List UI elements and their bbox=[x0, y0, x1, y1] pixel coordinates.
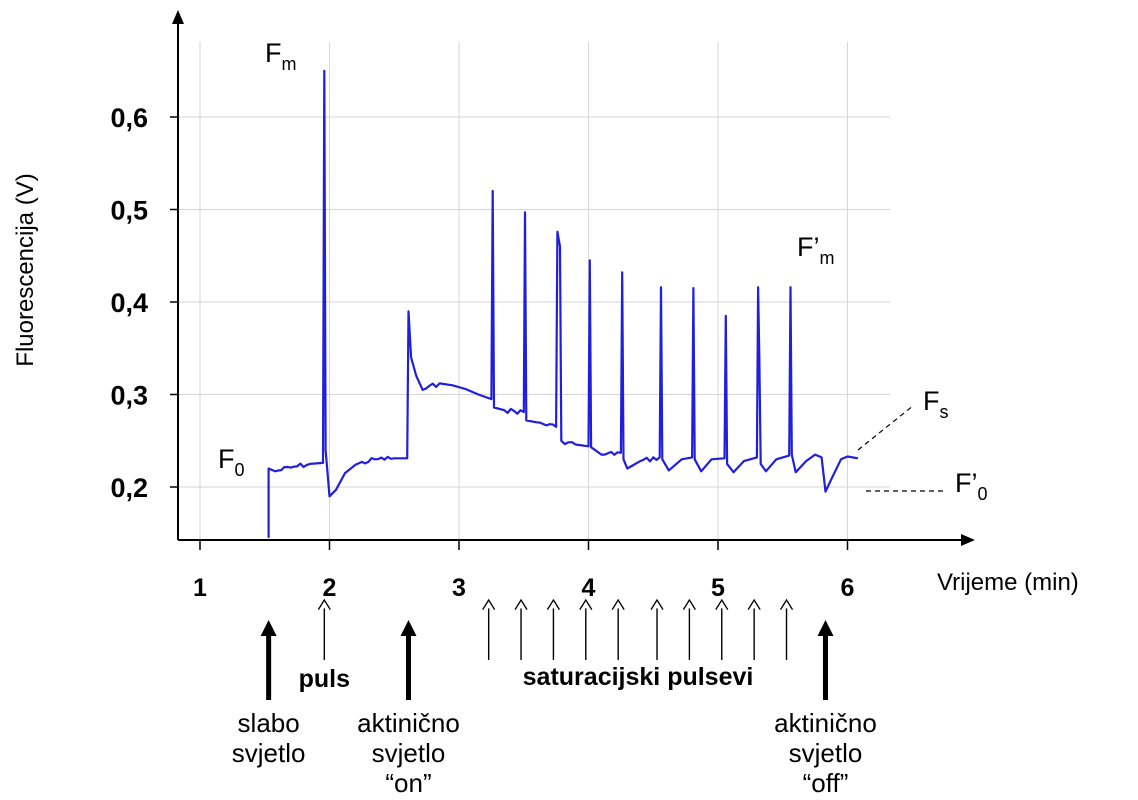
event-label-2-line-0: aktinično bbox=[357, 708, 460, 738]
annotation-f0-text: F0 bbox=[218, 444, 245, 480]
annotation-fs: Fs bbox=[857, 386, 949, 451]
event-label-3-line-1: svjetlo bbox=[789, 738, 863, 768]
annotation-fpm: F’m bbox=[797, 232, 835, 268]
x-tick-label-3: 4 bbox=[582, 574, 596, 602]
event-arrow-3-head bbox=[817, 620, 834, 636]
event-arrow-2-head bbox=[400, 620, 417, 636]
y-tick-label-0: 0,2 bbox=[110, 473, 148, 503]
x-axis-arrowhead bbox=[961, 534, 975, 546]
annotation-f0-sub: 0 bbox=[235, 460, 245, 480]
annotation-fp0-sub: 0 bbox=[978, 484, 988, 504]
annotation-fm-sub: m bbox=[282, 54, 297, 74]
fluorescence-series-line bbox=[267, 69, 859, 538]
annotation-fp0-text: F’0 bbox=[955, 468, 988, 504]
y-tick-label-4: 0,6 bbox=[110, 103, 148, 133]
axes bbox=[172, 10, 975, 546]
saturation-pulse-arrow-0-head bbox=[482, 598, 496, 610]
y-tick-label-2: 0,4 bbox=[110, 288, 148, 318]
annotation-fs-leader bbox=[857, 404, 915, 451]
annotation-f0: F0 bbox=[218, 444, 245, 480]
saturation-pulse-arrow-4-head bbox=[611, 598, 625, 610]
saturation-pulse-arrow-2-head bbox=[546, 598, 560, 610]
y-tick-label-1: 0,3 bbox=[110, 381, 148, 411]
event-label-2-line-1: svjetlo bbox=[372, 738, 446, 768]
annotation-fs-text: Fs bbox=[923, 386, 949, 422]
annotation-fs-sub: s bbox=[940, 402, 949, 422]
x-tick-label-4: 5 bbox=[711, 574, 725, 602]
saturation-pulse-arrow-3-head bbox=[579, 598, 593, 610]
annotation-fp0: F’0 bbox=[866, 468, 988, 504]
event-label-2-line-2: “on” bbox=[385, 768, 431, 798]
annotations: Fm F0 F’m Fs F’0 bbox=[218, 38, 988, 504]
event-label-1-line-0: puls bbox=[299, 665, 350, 693]
event-label-0-line-0: slabo bbox=[238, 708, 300, 738]
saturation-pulse-arrow-8-head bbox=[747, 598, 761, 610]
y-ticks: 0,2 0,3 0,4 0,5 0,6 bbox=[110, 103, 178, 503]
saturation-pulse-arrow-1-head bbox=[514, 598, 528, 610]
saturation-pulse-arrow-9-head bbox=[779, 598, 794, 610]
x-ticks: 1 2 3 4 5 6 bbox=[193, 540, 854, 602]
event-label-3-line-0: aktinično bbox=[774, 708, 877, 738]
saturation-pulse-arrow-6-head bbox=[682, 598, 696, 610]
grid bbox=[178, 42, 890, 540]
event-label-0-line-1: svjetlo bbox=[232, 738, 306, 768]
event-arrow-0-head bbox=[260, 620, 277, 636]
saturation-pulse-arrow-5-head bbox=[650, 598, 664, 610]
x-tick-label-1: 2 bbox=[323, 574, 337, 602]
annotation-fm: Fm bbox=[265, 38, 297, 74]
saturation-pulses-label: saturacijski pulsevi bbox=[523, 663, 754, 691]
x-tick-label-2: 3 bbox=[452, 574, 466, 602]
saturation-pulse-arrow-7-head bbox=[715, 598, 729, 610]
x-tick-label-0: 1 bbox=[193, 574, 207, 602]
x-tick-label-5: 6 bbox=[841, 574, 855, 602]
y-tick-label-3: 0,5 bbox=[110, 196, 148, 226]
event-arrows: slabosvjetlopulsaktiničnosvjetlo“on”akti… bbox=[232, 598, 877, 798]
x-axis-label: Vrijeme (min) bbox=[937, 569, 1079, 596]
annotation-fm-text: Fm bbox=[265, 38, 297, 74]
annotation-fpm-sub: m bbox=[820, 248, 835, 268]
y-axis-label: Fluorescencija (V) bbox=[12, 173, 39, 366]
event-arrow-1-head bbox=[317, 598, 331, 610]
event-label-3-line-2: “off” bbox=[803, 768, 849, 798]
annotation-fpm-text: F’m bbox=[797, 232, 835, 268]
y-axis-arrowhead bbox=[172, 10, 184, 24]
